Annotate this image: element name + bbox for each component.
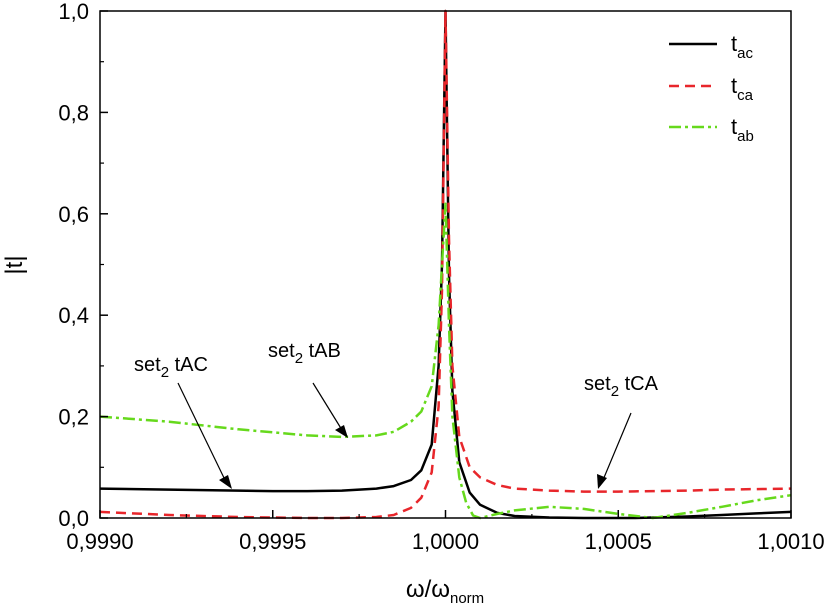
annotation-tab-label: set2 tAB xyxy=(268,340,341,367)
annotation-tab-arrow xyxy=(312,382,343,431)
annotation-tca-arrow xyxy=(602,412,632,481)
annotation-tca-arrowhead xyxy=(597,474,607,489)
x-tick-label: 1,0000 xyxy=(412,529,479,554)
annotation-tac-arrowhead xyxy=(219,475,232,489)
legend-entry-tac: tac xyxy=(669,31,753,62)
y-axis-title: |t| xyxy=(1,255,28,274)
legend-label-tac: tac xyxy=(731,31,753,62)
x-tick-label: 0,9990 xyxy=(66,529,133,554)
annotation-tac: set2 tAC xyxy=(134,354,232,489)
x-tick-label: 0,9995 xyxy=(239,529,306,554)
annotation-tac-arrow xyxy=(177,382,227,483)
x-axis-title: ω/ωnorm xyxy=(406,576,484,607)
axis-layer: 0,9990 0,9995 1,0000 1,0005 1,0010 0,0 0,2 0,4 0… xyxy=(58,0,824,554)
annotation-tca-label: set2 tCA xyxy=(584,373,659,400)
x-tick-label: 1,0005 xyxy=(585,529,652,554)
x-tick-label: 1,0010 xyxy=(757,529,824,554)
annotation-tab-arrowhead xyxy=(335,425,348,438)
legend-label-tca: tca xyxy=(731,73,754,104)
annotation-tca: set2 tCA xyxy=(584,373,659,489)
legend-entry-tab: tab xyxy=(669,114,754,145)
y-tick-label: 0,0 xyxy=(58,506,89,531)
legend-entry-tca: tca xyxy=(669,73,754,104)
y-tick-label: 0,2 xyxy=(58,405,89,430)
y-tick-label: 0,4 xyxy=(58,303,89,328)
legend-label-tab: tab xyxy=(731,114,754,145)
y-tick-label: 0,6 xyxy=(58,202,89,227)
annotation-tab: set2 tAB xyxy=(268,340,348,438)
y-tick-label: 1,0 xyxy=(58,0,89,24)
annotation-tac-label: set2 tAC xyxy=(134,354,208,381)
y-tick-label: 0,8 xyxy=(58,100,89,125)
legend: tac tca tab xyxy=(669,31,754,145)
series-line-tab xyxy=(99,202,792,520)
